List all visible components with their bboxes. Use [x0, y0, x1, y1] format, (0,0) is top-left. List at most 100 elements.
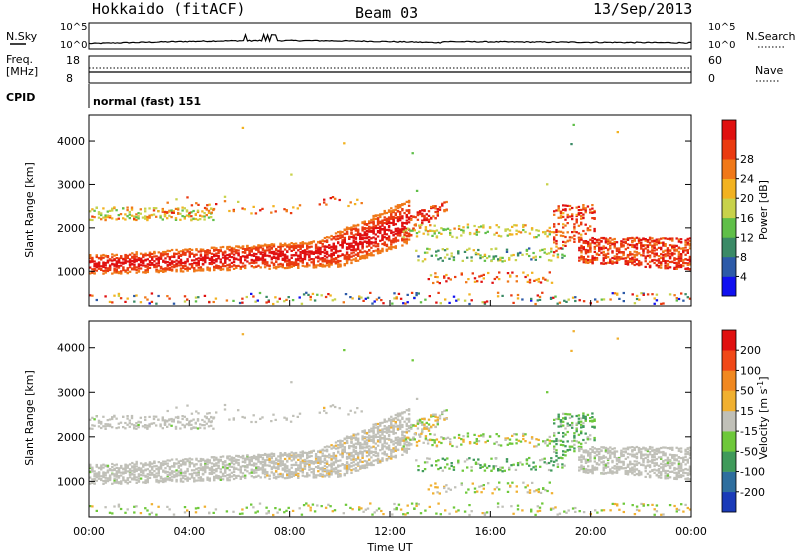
power-cell — [174, 218, 178, 221]
velocity-cell — [170, 458, 174, 461]
power-cell — [602, 262, 605, 265]
velocity-cell — [390, 415, 393, 418]
velocity-cell — [390, 430, 393, 433]
power-cell — [219, 266, 222, 269]
power-cell — [664, 243, 667, 246]
power-cell — [435, 301, 438, 304]
power-cell — [418, 230, 421, 233]
power-cell — [538, 295, 542, 298]
power-cell — [95, 262, 98, 265]
velocity-cell — [356, 457, 360, 460]
power-cell — [622, 257, 625, 260]
power-cell — [374, 241, 377, 244]
power-cell — [620, 242, 623, 246]
power-cell — [263, 250, 267, 253]
velocity-cell — [157, 479, 160, 482]
velocity-cell — [217, 461, 220, 464]
power-cell — [108, 268, 112, 271]
velocity-cell — [387, 430, 391, 433]
velocity-cell — [159, 480, 163, 483]
velocity-cell — [383, 430, 386, 433]
velocity-cell — [286, 476, 289, 480]
velocity-cell — [387, 455, 391, 459]
power-cell — [415, 189, 419, 192]
velocity-cell — [376, 432, 380, 435]
power-cell — [402, 230, 405, 233]
velocity-cell — [317, 456, 320, 459]
power-cell — [490, 259, 493, 263]
power-cell — [283, 254, 287, 257]
power-cell — [524, 230, 527, 234]
power-cell — [480, 225, 483, 228]
power-cell — [436, 214, 439, 217]
velocity-cell — [184, 458, 187, 461]
power-cell — [204, 258, 207, 261]
velocity-cell — [312, 475, 315, 478]
velocity-cell — [297, 476, 300, 479]
power-cell — [598, 243, 601, 246]
velocity-cell — [184, 475, 187, 478]
power-cell — [609, 244, 612, 247]
velocity-cell — [341, 450, 344, 453]
power-cell — [631, 293, 634, 296]
power-cell — [126, 297, 129, 300]
power-cell — [640, 243, 643, 246]
power-cell — [668, 255, 672, 258]
power-cell — [655, 293, 659, 296]
velocity-cell — [263, 453, 267, 456]
power-cell — [497, 258, 500, 261]
power-cell — [124, 213, 127, 216]
power-cell — [311, 292, 315, 295]
power-cell — [193, 267, 196, 270]
power-cell — [272, 266, 276, 269]
power-cell — [237, 245, 240, 248]
power-cell — [301, 242, 304, 245]
velocity-cell — [246, 470, 249, 473]
power-cell — [662, 259, 665, 262]
power-cell — [348, 235, 351, 238]
power-cell — [580, 233, 583, 236]
velocity-cell — [137, 475, 141, 478]
power-cell — [341, 243, 344, 246]
power-cell — [301, 244, 304, 247]
velocity-cell — [308, 455, 311, 458]
power-cell — [671, 247, 674, 250]
power-cell — [215, 266, 218, 269]
power-cell — [126, 215, 129, 218]
power-cell — [591, 204, 594, 207]
velocity-cell — [403, 437, 406, 440]
velocity-cell — [317, 461, 320, 464]
power-cell — [385, 220, 389, 223]
power-cell — [633, 237, 636, 240]
velocity-cell — [292, 458, 296, 461]
velocity-cell — [215, 462, 218, 465]
power-cell — [553, 236, 556, 239]
power-cell — [303, 249, 307, 252]
power-cell — [381, 228, 384, 231]
velocity-cell — [115, 478, 118, 481]
power-cell — [434, 205, 437, 208]
power-cell — [609, 240, 612, 243]
power-cell — [135, 268, 138, 272]
power-cell — [173, 252, 176, 255]
power-cell — [343, 257, 346, 260]
power-cell — [186, 250, 189, 253]
power-cell — [95, 269, 98, 272]
power-cell — [146, 215, 149, 219]
velocity-cell — [299, 451, 302, 454]
power-cell — [396, 205, 400, 208]
power-cell — [201, 263, 205, 266]
velocity-cell — [250, 475, 253, 478]
power-cell — [541, 248, 544, 251]
power-cell — [139, 257, 143, 260]
power-cell — [613, 237, 616, 241]
power-cell — [285, 298, 288, 301]
velocity-cell — [135, 462, 138, 465]
velocity-cell — [279, 460, 282, 463]
power-cell — [334, 250, 338, 253]
velocity-cell — [328, 456, 331, 459]
power-cell — [146, 253, 149, 257]
power-cell — [217, 249, 220, 252]
power-cell — [182, 249, 185, 252]
velocity-cell — [283, 468, 287, 471]
